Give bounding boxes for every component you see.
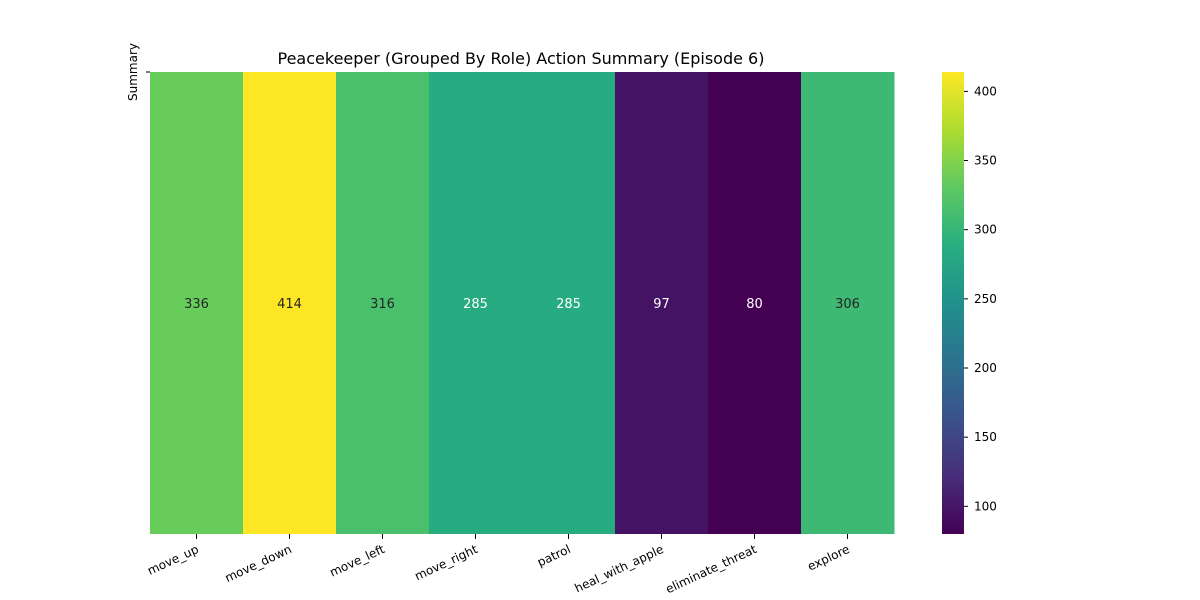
colorbar-tick-label: 250 <box>974 292 997 306</box>
heatmap-cell <box>615 72 709 534</box>
colorbar-tick-label: 200 <box>974 361 997 375</box>
heatmap-cell <box>336 72 430 534</box>
x-tick-label: patrol <box>535 542 573 569</box>
y-axis: Summary <box>126 43 150 101</box>
colorbar-tick-label: 350 <box>974 154 997 168</box>
heatmap-cell-label: 316 <box>370 297 395 312</box>
heatmap-cell-label: 80 <box>746 297 763 312</box>
heatmap-cell <box>150 72 244 534</box>
heatmap-cell <box>708 72 802 534</box>
colorbar-tick-label: 300 <box>974 223 997 237</box>
colorbar-tick-label: 100 <box>974 499 997 513</box>
heatmap-cell-label: 285 <box>463 297 488 312</box>
heatmap-cell <box>243 72 337 534</box>
x-tick-label: explore <box>805 542 851 574</box>
heatmap-cell <box>429 72 523 534</box>
colorbar-tick-label: 150 <box>974 430 997 444</box>
heatmap-cell-labels: 336 414 316 285 285 97 80 306 <box>184 297 860 312</box>
x-tick-label: heal_with_apple <box>572 542 665 595</box>
heatmap-cell-label: 336 <box>184 297 209 312</box>
heatmap-cell-label: 285 <box>556 297 581 312</box>
x-tick-label: move_right <box>412 542 480 583</box>
x-tick-label: move_up <box>145 542 201 578</box>
x-axis: move_up move_down move_left move_right patro… <box>145 534 852 596</box>
heatmap-cell <box>801 72 895 534</box>
x-tick-label: eliminate_threat <box>664 542 759 596</box>
colorbar: 100 150 200 250 300 350 400 <box>942 72 997 534</box>
heatmap-cell <box>522 72 616 534</box>
colorbar-tick-label: 400 <box>974 84 997 98</box>
x-tick-label: move_down <box>223 542 294 585</box>
x-tick-label: move_left <box>327 542 387 580</box>
y-axis-label: Summary <box>126 43 140 101</box>
colorbar-gradient <box>942 72 964 534</box>
heatmap-cell-label: 414 <box>277 297 302 312</box>
heatmap-cell-label: 306 <box>835 297 860 312</box>
heatmap-cell-label: 97 <box>653 297 670 312</box>
colorbar-ticks: 100 150 200 250 300 350 400 <box>964 84 997 513</box>
heatmap-cells <box>150 72 895 534</box>
chart-title: Peacekeeper (Grouped By Role) Action Sum… <box>278 49 765 68</box>
